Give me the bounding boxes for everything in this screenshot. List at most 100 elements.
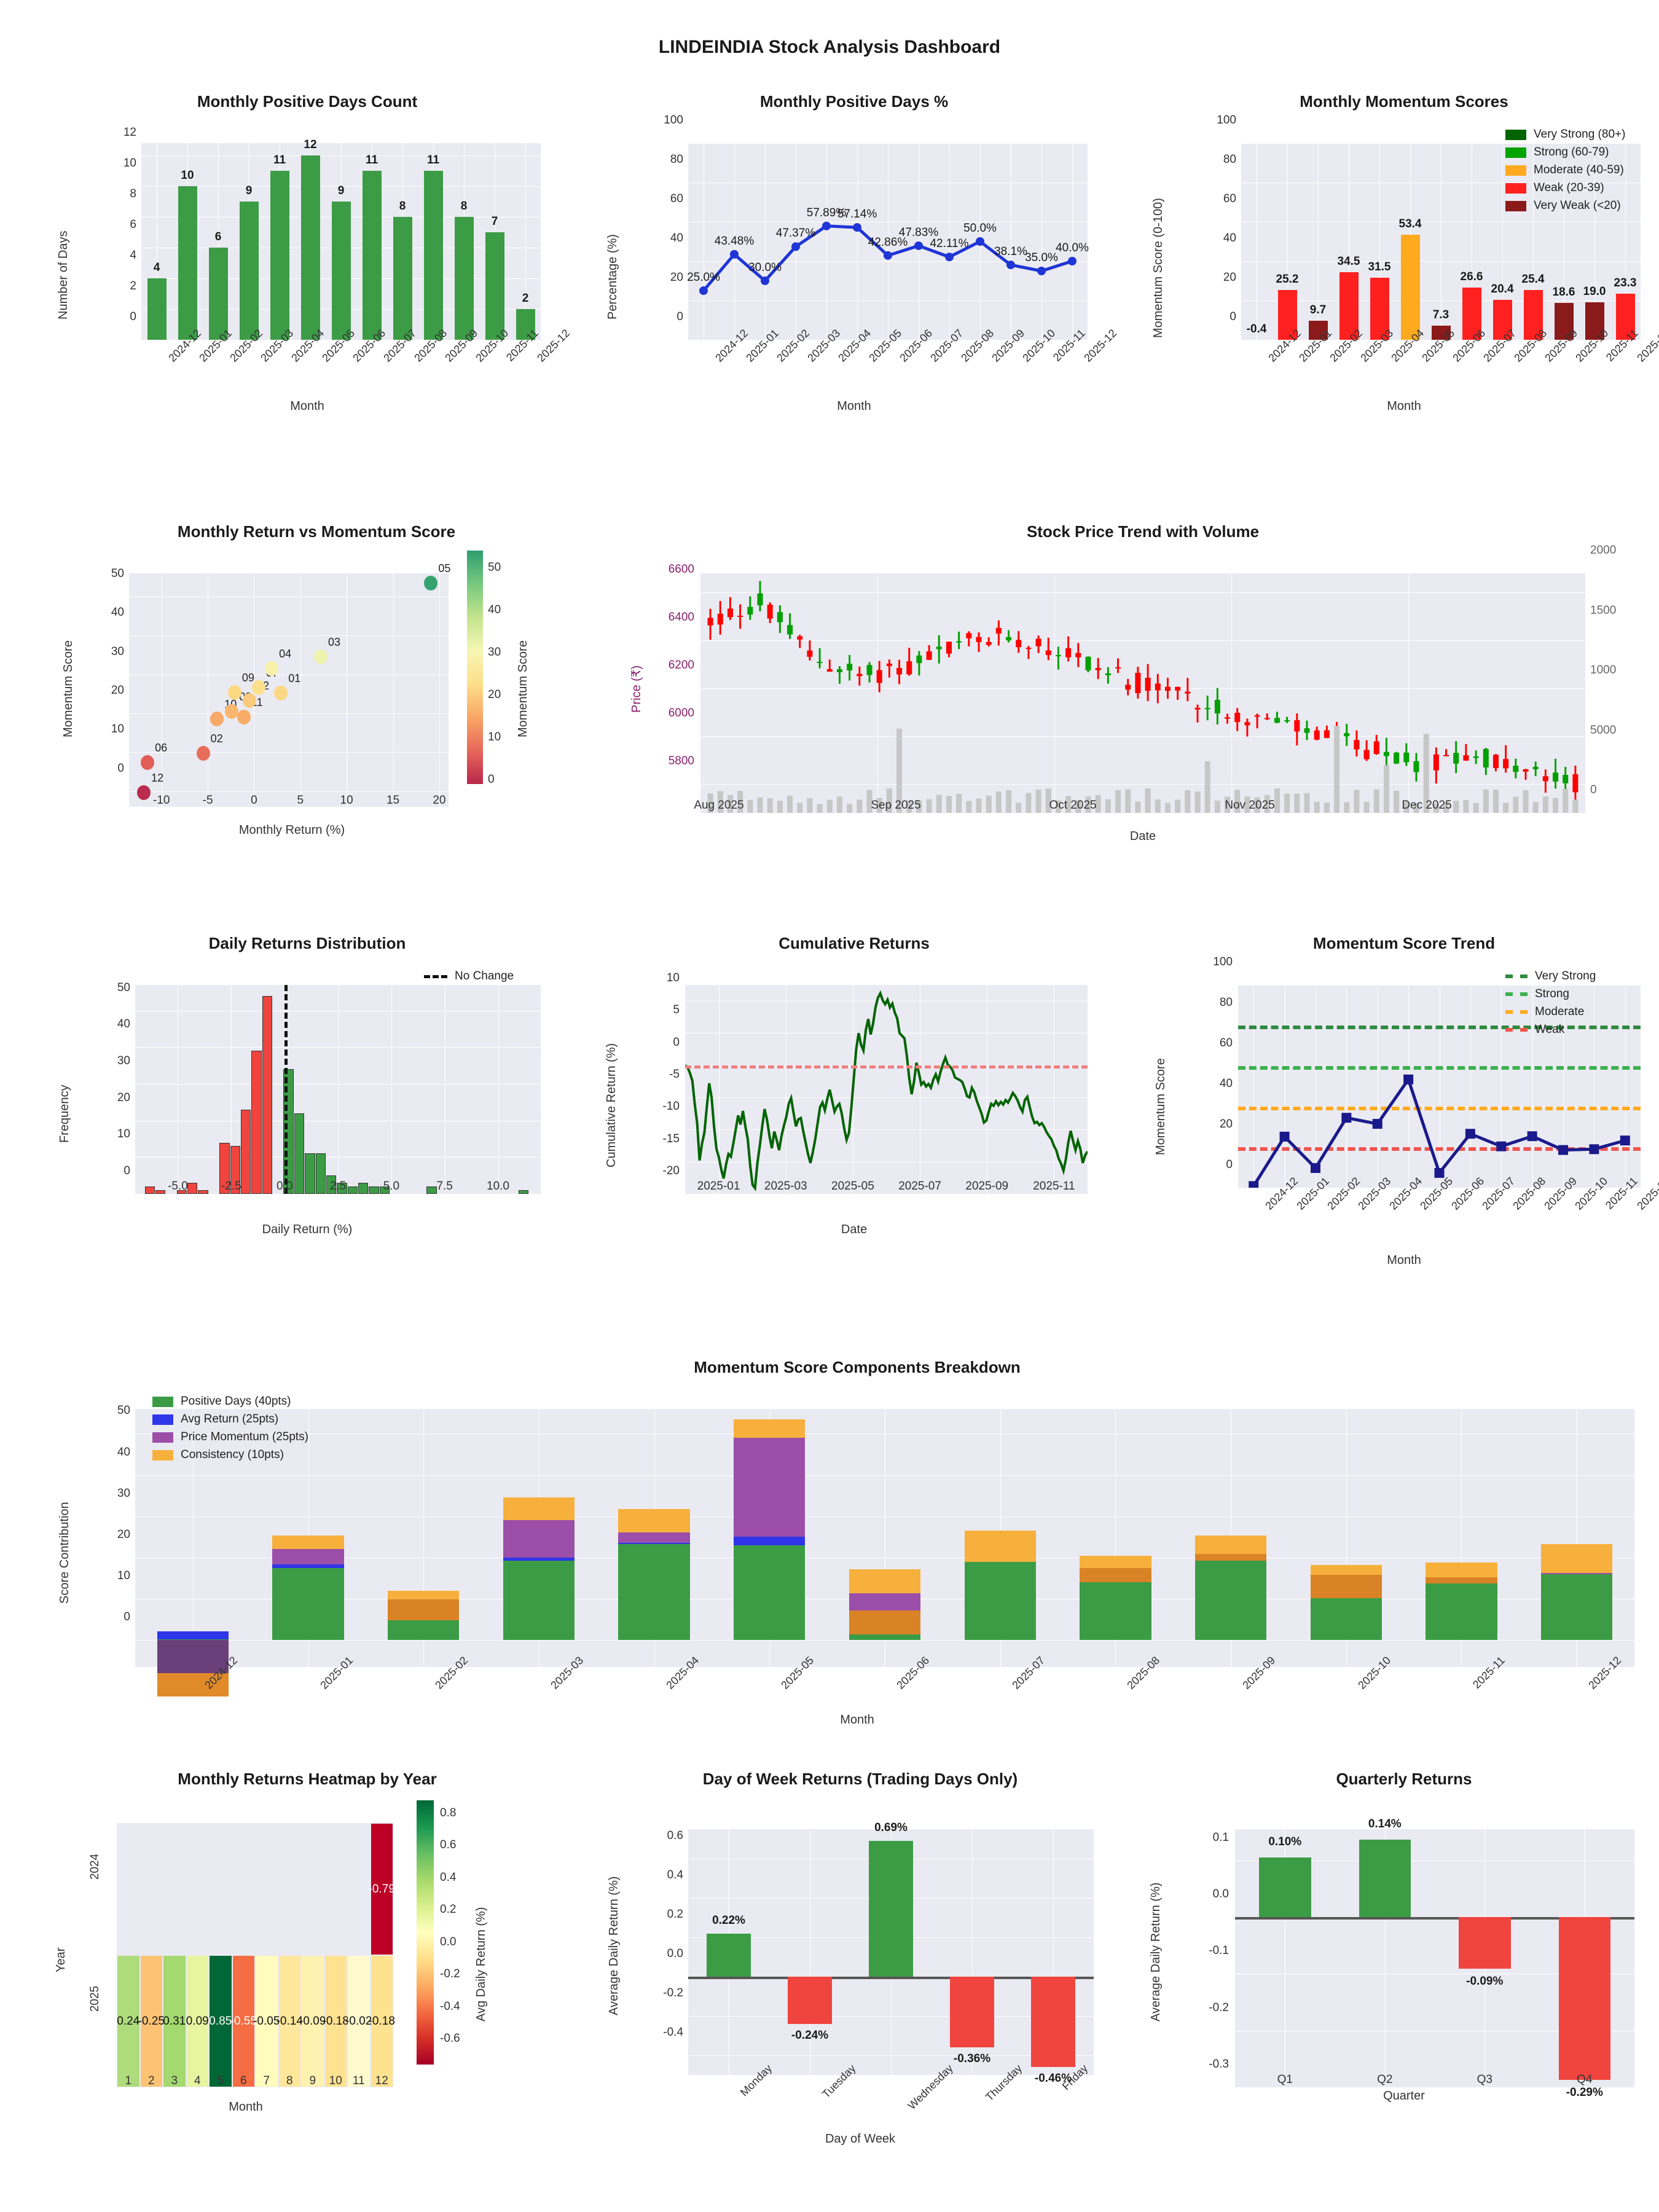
- stack-segment[interactable]: [618, 1509, 690, 1532]
- histogram-bar[interactable]: [315, 1153, 326, 1194]
- histogram-bar[interactable]: [518, 1190, 528, 1194]
- stack-segment[interactable]: [157, 1639, 229, 1641]
- histogram-bar[interactable]: [198, 1190, 208, 1194]
- stack-segment[interactable]: [1540, 1543, 1613, 1573]
- bar[interactable]: [423, 171, 443, 340]
- stack-segment[interactable]: [734, 1419, 806, 1438]
- scatter-point[interactable]: [225, 704, 239, 720]
- stack-segment[interactable]: [503, 1520, 575, 1558]
- histogram-bar[interactable]: [155, 1190, 166, 1194]
- bar[interactable]: [147, 278, 167, 340]
- stack-segment[interactable]: [272, 1564, 344, 1568]
- scatter-point[interactable]: [141, 755, 155, 771]
- bar[interactable]: [949, 1977, 995, 2048]
- bar[interactable]: [454, 217, 474, 340]
- heatmap-cell[interactable]: [324, 1956, 347, 2087]
- bar[interactable]: [1400, 235, 1420, 340]
- stack-segment[interactable]: [1310, 1598, 1382, 1641]
- heatmap-cell[interactable]: [140, 1956, 162, 2087]
- stack-segment[interactable]: [272, 1535, 344, 1550]
- histogram-bar[interactable]: [305, 1153, 315, 1194]
- stack-segment-consistency-lower[interactable]: [1426, 1577, 1497, 1583]
- stack-segment[interactable]: [1540, 1572, 1613, 1574]
- bar[interactable]: [1523, 289, 1543, 340]
- bar[interactable]: [1308, 320, 1328, 340]
- scatter-point[interactable]: [274, 686, 288, 701]
- histogram-bar[interactable]: [426, 1186, 437, 1194]
- bar[interactable]: [362, 171, 382, 340]
- bar[interactable]: [1615, 294, 1635, 340]
- heatmap-cell[interactable]: [371, 1824, 393, 1955]
- bar[interactable]: [706, 1933, 751, 1977]
- histogram-bar[interactable]: [230, 1146, 240, 1194]
- stack-segment-consistency-lower[interactable]: [388, 1599, 460, 1621]
- bar[interactable]: [787, 1977, 833, 2024]
- bar[interactable]: [1492, 299, 1512, 340]
- histogram-bar[interactable]: [176, 1190, 187, 1194]
- stack-segment-consistency-lower[interactable]: [1310, 1575, 1382, 1598]
- stack-segment[interactable]: [849, 1569, 921, 1594]
- scatter-point[interactable]: [237, 710, 251, 725]
- stack-segment[interactable]: [157, 1640, 229, 1674]
- bar[interactable]: [868, 1841, 914, 1977]
- stack-segment[interactable]: [618, 1544, 690, 1641]
- stack-segment[interactable]: [734, 1545, 806, 1641]
- bar[interactable]: [1459, 1917, 1511, 1969]
- stack-segment[interactable]: [1080, 1582, 1151, 1641]
- stack-segment[interactable]: [964, 1530, 1036, 1562]
- stack-segment[interactable]: [964, 1561, 1036, 1641]
- heatmap-cell[interactable]: [348, 1956, 370, 2087]
- stack-segment[interactable]: [388, 1620, 460, 1641]
- stack-segment[interactable]: [1194, 1560, 1267, 1641]
- scatter-point[interactable]: [252, 680, 265, 696]
- heatmap-cell[interactable]: [371, 1956, 393, 2087]
- stack-segment[interactable]: [1426, 1583, 1497, 1641]
- stack-segment[interactable]: [157, 1631, 229, 1639]
- stack-segment[interactable]: [272, 1549, 344, 1564]
- histogram-bar[interactable]: [358, 1183, 369, 1194]
- histogram-bar[interactable]: [251, 1051, 262, 1194]
- bar[interactable]: [393, 217, 412, 340]
- bar[interactable]: [1339, 272, 1359, 340]
- scatter-point[interactable]: [210, 711, 224, 726]
- bar[interactable]: [1030, 1977, 1076, 2068]
- bar[interactable]: [1462, 287, 1481, 340]
- stack-segment-consistency-lower[interactable]: [849, 1610, 921, 1634]
- histogram-bar[interactable]: [144, 1186, 155, 1194]
- bar[interactable]: [1370, 278, 1389, 340]
- stack-segment[interactable]: [849, 1634, 921, 1641]
- bar[interactable]: [300, 155, 320, 340]
- bar[interactable]: [1359, 1839, 1411, 1918]
- histogram-bar[interactable]: [294, 1113, 305, 1194]
- bar[interactable]: [1585, 302, 1604, 340]
- stack-segment[interactable]: [503, 1557, 575, 1561]
- histogram-bar[interactable]: [187, 1183, 198, 1194]
- histogram-bar[interactable]: [337, 1183, 347, 1194]
- bar[interactable]: [178, 186, 197, 340]
- stack-segment[interactable]: [157, 1673, 229, 1696]
- stack-segment-consistency-lower[interactable]: [1080, 1567, 1151, 1583]
- heatmap-cell[interactable]: [278, 1956, 300, 2087]
- bar[interactable]: [1431, 325, 1451, 340]
- heatmap-cell[interactable]: [163, 1956, 186, 2087]
- histogram-bar[interactable]: [347, 1186, 358, 1194]
- bar[interactable]: [1277, 290, 1297, 340]
- stack-segment[interactable]: [618, 1542, 690, 1545]
- stack-segment[interactable]: [272, 1567, 344, 1641]
- stack-segment[interactable]: [734, 1438, 806, 1537]
- bar[interactable]: [485, 232, 504, 340]
- stack-segment[interactable]: [734, 1537, 806, 1545]
- scatter-point[interactable]: [196, 746, 210, 761]
- bar[interactable]: [1259, 1857, 1311, 1918]
- histogram-bar[interactable]: [262, 995, 273, 1194]
- heatmap-cell[interactable]: [232, 1956, 254, 2087]
- scatter-point[interactable]: [242, 693, 256, 708]
- heatmap-cell[interactable]: [256, 1956, 278, 2087]
- stack-segment[interactable]: [503, 1560, 575, 1641]
- histogram-bar[interactable]: [219, 1142, 230, 1194]
- heatmap-cell[interactable]: [117, 1956, 139, 2087]
- stack-segment[interactable]: [503, 1497, 575, 1521]
- stack-segment[interactable]: [618, 1532, 690, 1543]
- stack-segment-consistency-lower[interactable]: [1194, 1553, 1267, 1561]
- scatter-point[interactable]: [137, 785, 151, 801]
